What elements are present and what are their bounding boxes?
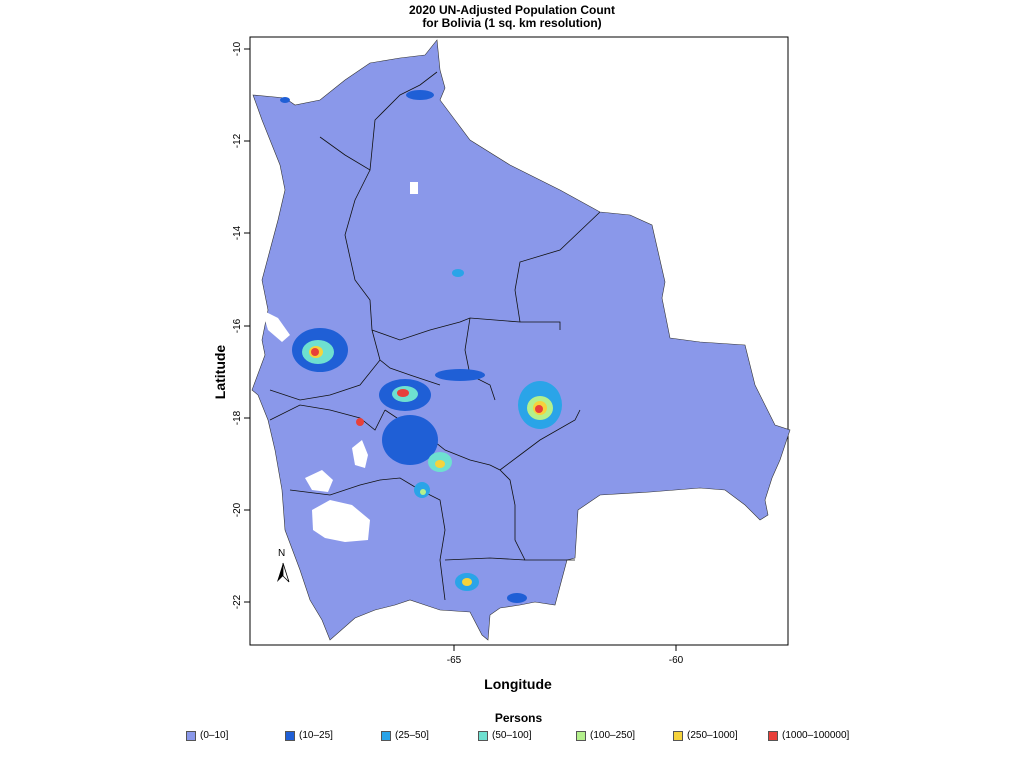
y-tick-label: -18 [232,410,243,425]
lake-poopo [352,440,368,468]
legend-swatch [285,730,295,741]
salar-uyuni [312,500,370,542]
lake-titicaca [262,310,290,342]
north-lake [410,182,418,194]
legend-title: Persons [494,711,543,725]
legend-label: (50–100] [492,730,532,741]
x-axis: -65 -60 [447,645,684,666]
legend-swatch [768,730,778,741]
legend-label: (1000–100000] [782,730,850,741]
y-tick-label: -20 [232,502,243,517]
legend-swatch [673,730,683,741]
map-panel-border [249,36,789,646]
north-label: N [278,548,285,559]
legend-swatch [186,730,196,741]
legend-item: (0–10] [186,730,228,741]
y-axis: -10 -12 -14 -16 -18 -20 -22 [232,41,250,609]
y-axis-label: Latitude [212,344,228,400]
population-hotspots [280,90,562,603]
y-tick-label: -16 [232,318,243,333]
legend: (0–10] (10–25] (25–50] (50–100] (100–250] (25… [0,730,1024,744]
legend-swatch [576,730,586,741]
title-line-2: for Bolivia (1 sq. km resolution) [422,16,602,30]
no-data-areas [262,182,418,542]
salar-coipasa [305,470,333,492]
legend-item: (25–50] [381,730,429,741]
map-title: 2020 UN-Adjusted Population Count for Bo… [0,4,1024,30]
y-tick-label: -12 [232,133,243,148]
x-tick-label: -60 [669,655,684,666]
x-tick-label: -65 [447,655,462,666]
legend-label: (0–10] [200,730,229,741]
legend-label: (25–50] [395,730,429,741]
bolivia-country-shape [251,39,791,641]
y-tick-label: -14 [232,225,243,240]
x-axis-label: Longitude [484,676,552,692]
legend-label: (10–25] [299,730,333,741]
y-tick-label: -22 [232,594,243,609]
legend-label: (250–1000] [687,730,738,741]
title-line-1: 2020 UN-Adjusted Population Count [408,3,615,17]
north-arrow: N [277,548,290,583]
legend-swatch [381,730,391,741]
legend-label: (100–250] [590,730,636,741]
y-tick-label: -10 [232,41,243,56]
legend-item: (1000–100000] [768,730,849,741]
department-boundaries [269,71,601,601]
legend-item: (10–25] [285,730,333,741]
legend-item: (100–250] [576,730,635,741]
legend-item: (250–1000] [673,730,738,741]
legend-swatch [478,730,488,741]
north-arrow-icon [277,563,283,582]
legend-item: (50–100] [478,730,531,741]
